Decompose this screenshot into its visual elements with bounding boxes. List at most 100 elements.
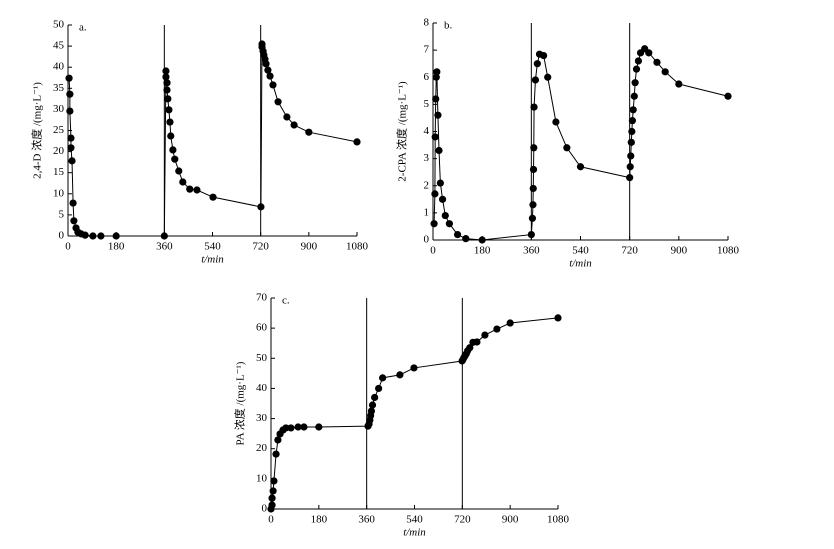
series-line xyxy=(270,317,559,510)
x-axis-label: t/min xyxy=(569,258,592,270)
y-tick-label: 30 xyxy=(256,412,268,424)
data-point xyxy=(163,86,171,94)
data-point xyxy=(68,157,76,165)
data-point xyxy=(305,128,313,136)
data-point xyxy=(653,58,661,66)
data-point xyxy=(628,117,636,125)
data-point xyxy=(193,186,201,194)
data-point xyxy=(478,236,486,244)
y-axis-label: 2,4-D 浓度 /(mg·L⁻¹) xyxy=(30,82,44,179)
data-point xyxy=(527,230,535,239)
x-tick-label: 360 xyxy=(523,245,540,257)
data-point xyxy=(272,450,280,458)
data-point xyxy=(630,92,638,100)
data-point xyxy=(274,98,282,106)
y-tick-label: 0 xyxy=(262,503,268,515)
data-point xyxy=(268,501,276,509)
y-tick-label: 5 xyxy=(59,208,65,220)
data-point xyxy=(66,90,74,98)
y-tick-label: 0 xyxy=(424,234,430,246)
data-point xyxy=(552,118,560,126)
data-point xyxy=(186,185,194,193)
data-point xyxy=(473,338,481,346)
data-point xyxy=(629,106,637,114)
y-tick-label: 15 xyxy=(53,166,65,178)
data-point xyxy=(628,127,636,136)
data-point xyxy=(66,107,74,115)
x-tick-label: 0 xyxy=(430,245,436,257)
y-tick-label: 1 xyxy=(424,206,430,218)
data-point xyxy=(410,364,418,372)
y-tick-label: 10 xyxy=(53,187,65,199)
data-point xyxy=(631,79,639,87)
data-point xyxy=(70,217,78,225)
data-point xyxy=(436,179,444,187)
y-tick-label: 70 xyxy=(256,292,268,304)
y-tick-label: 8 xyxy=(424,17,430,29)
x-tick-label: 900 xyxy=(502,514,519,526)
data-point xyxy=(626,174,634,182)
data-point xyxy=(661,68,669,76)
data-point xyxy=(300,423,308,431)
y-tick-label: 20 xyxy=(256,442,268,454)
data-point xyxy=(268,494,276,502)
data-point xyxy=(294,423,302,431)
data-point xyxy=(282,424,290,432)
y-tick-label: 3 xyxy=(424,152,430,164)
data-point xyxy=(396,371,404,379)
data-point xyxy=(433,68,441,76)
data-point xyxy=(466,344,474,352)
y-tick-label: 50 xyxy=(256,352,268,364)
data-point xyxy=(81,231,89,239)
data-point xyxy=(632,65,641,73)
data-point xyxy=(430,220,438,228)
x-tick-label: 180 xyxy=(311,514,328,526)
data-point xyxy=(435,146,443,155)
x-tick-label: 0 xyxy=(268,514,274,526)
data-point xyxy=(166,118,174,126)
y-tick-label: 60 xyxy=(256,322,268,334)
x-tick-label: 180 xyxy=(474,245,491,257)
data-point xyxy=(167,132,175,140)
x-tick-label: 1080 xyxy=(547,514,570,526)
data-point xyxy=(274,436,282,444)
series-line xyxy=(68,43,358,237)
data-point xyxy=(375,384,383,393)
data-point xyxy=(65,74,73,82)
data-point xyxy=(266,72,274,80)
data-point xyxy=(69,199,77,207)
data-point xyxy=(529,184,537,193)
data-point xyxy=(453,230,462,239)
data-point xyxy=(371,393,379,402)
data-point xyxy=(441,211,449,220)
data-point xyxy=(283,113,291,121)
data-point xyxy=(165,106,173,114)
y-tick-label: 2 xyxy=(424,179,430,191)
y-tick-label: 45 xyxy=(53,40,65,52)
data-point xyxy=(264,66,272,74)
x-tick-label: 540 xyxy=(406,514,423,526)
data-point xyxy=(626,163,634,171)
data-point xyxy=(379,374,387,382)
data-point xyxy=(269,81,277,89)
panel-label: a. xyxy=(79,22,87,34)
series-line xyxy=(433,48,729,241)
x-tick-label: 360 xyxy=(156,241,173,253)
data-point xyxy=(434,111,442,119)
data-point xyxy=(627,138,635,146)
data-point xyxy=(67,134,75,142)
data-point xyxy=(529,165,538,174)
y-tick-label: 6 xyxy=(424,71,430,83)
data-point xyxy=(169,146,177,154)
data-point xyxy=(493,325,501,333)
data-point xyxy=(287,424,295,432)
data-point xyxy=(353,138,361,146)
data-point xyxy=(175,167,183,175)
data-point xyxy=(257,203,265,211)
data-point xyxy=(627,152,635,160)
x-tick-label: 1080 xyxy=(717,245,740,257)
data-point xyxy=(544,73,552,81)
panel-label: c. xyxy=(282,295,290,307)
x-tick-label: 1080 xyxy=(346,241,369,253)
